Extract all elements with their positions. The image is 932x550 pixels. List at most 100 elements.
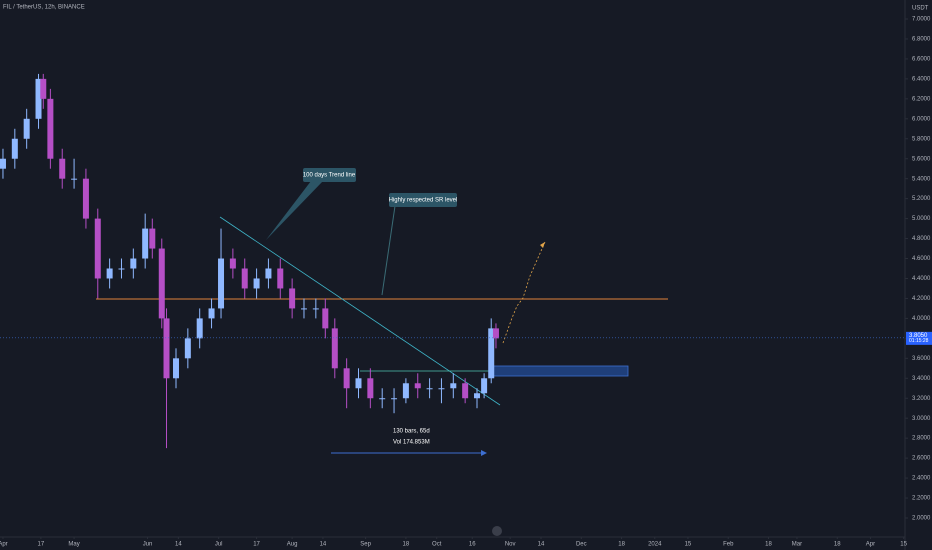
candle-body <box>184 338 191 359</box>
x-tick-label: 18 <box>618 542 625 548</box>
projection-arrowhead <box>540 242 545 248</box>
x-tick-label: Jun <box>143 542 153 548</box>
x-tick-label: Nov <box>505 542 516 548</box>
y-tick-label: 6.2000 <box>912 96 931 102</box>
callout-box <box>389 193 457 207</box>
x-tick-label: 14 <box>538 542 545 548</box>
target-zone <box>492 365 629 377</box>
candle-body <box>367 378 374 399</box>
x-tick-label: 17 <box>253 542 260 548</box>
candle-body <box>450 383 457 389</box>
y-tick-label: 3.0000 <box>912 416 931 422</box>
candle-body <box>312 308 319 310</box>
x-tick-label: Oct <box>432 542 442 548</box>
candle-body <box>322 308 329 329</box>
candle-body <box>391 398 398 400</box>
annotation: 100 days Trend line <box>303 173 356 179</box>
y-tick-label: 4.2000 <box>912 296 931 302</box>
candle-body <box>130 258 137 269</box>
candle-body <box>331 328 338 369</box>
x-tick-label: Feb <box>723 542 734 548</box>
y-tick-label: 6.6000 <box>912 56 931 62</box>
candle-body <box>426 388 433 390</box>
x-tick-label: 18 <box>765 542 772 548</box>
y-tick-label: 2.4000 <box>912 476 931 482</box>
candle-body <box>142 228 149 259</box>
countdown-label: 01:15:28 <box>909 338 929 344</box>
candle-body <box>474 393 481 399</box>
measure-box <box>387 425 437 448</box>
y-tick-label: 3.6000 <box>912 356 931 362</box>
y-tick-label: 4.0000 <box>912 316 931 322</box>
x-tick-label: Jul <box>215 542 223 548</box>
candle-body <box>229 258 236 269</box>
candle-body <box>438 388 445 390</box>
last-price-tag <box>906 331 932 345</box>
y-tick-label: 2.8000 <box>912 436 931 442</box>
y-tick-label: 5.6000 <box>912 156 931 162</box>
y-tick-label: 4.4000 <box>912 276 931 282</box>
candle-body <box>82 178 89 219</box>
candle-body <box>163 318 170 379</box>
y-tick-label: 3.2000 <box>912 396 931 402</box>
x-tick-label: Aug <box>287 542 298 548</box>
last-price-label: 3.8050 <box>909 333 928 339</box>
projection-path <box>502 241 546 344</box>
x-tick-label: May <box>68 542 79 548</box>
x-tick-label: Apr <box>0 542 8 548</box>
y-tick-label: 4.6000 <box>912 256 931 262</box>
candle-body <box>379 398 386 400</box>
y-tick-label: 7.0000 <box>912 17 931 23</box>
candle-body <box>289 288 296 309</box>
measure-arrowhead <box>481 450 487 456</box>
candle-body <box>492 328 499 339</box>
candle-body <box>277 268 284 289</box>
annotation: Highly respected SR level <box>389 198 458 204</box>
x-tick-label: 18 <box>834 542 841 548</box>
candle-body <box>481 378 488 394</box>
annotation: Vol 174.853M <box>393 440 430 446</box>
callout-pointer <box>381 205 396 296</box>
x-tick-label: 18 <box>403 542 410 548</box>
x-tick-label: 14 <box>175 542 182 548</box>
y-tick-label: 5.2000 <box>912 196 931 202</box>
candle-body <box>343 368 350 389</box>
y-tick-label: 6.0000 <box>912 116 931 122</box>
y-tick-label: 5.8000 <box>912 136 931 142</box>
candle-body <box>300 308 307 310</box>
candle-body <box>71 178 78 180</box>
x-tick-label: 15 <box>685 542 692 548</box>
currency-label: USDT <box>912 6 929 12</box>
y-tick-label: 2.6000 <box>912 456 931 462</box>
candle-body <box>23 118 30 139</box>
candle-body <box>94 218 101 279</box>
x-tick-label: 17 <box>38 542 45 548</box>
x-tick-label: Sep <box>360 542 371 548</box>
candle-body <box>0 158 6 169</box>
candle-body <box>59 158 66 179</box>
candle-body <box>196 318 203 339</box>
y-tick-label: 4.8000 <box>912 236 931 242</box>
candle-body <box>414 383 421 389</box>
candle-body <box>35 78 42 119</box>
candle-body <box>355 378 362 389</box>
x-tick-label: Mar <box>792 542 802 548</box>
y-tick-label: 5.0000 <box>912 216 931 222</box>
candle-body <box>402 383 409 399</box>
y-tick-label: 6.8000 <box>912 37 931 43</box>
candle-body <box>158 248 165 319</box>
candle-body <box>253 278 260 289</box>
x-tick-label: 2024 <box>648 542 662 548</box>
candle-body <box>118 268 125 270</box>
x-tick-label: 15 <box>900 542 907 548</box>
candle-body <box>106 268 113 279</box>
annotation: 130 bars, 65d <box>393 429 430 435</box>
logo <box>492 526 502 536</box>
y-tick-label: 3.4000 <box>912 376 931 382</box>
candle-body <box>149 228 156 249</box>
callout-box <box>303 168 356 182</box>
candle-body <box>47 98 54 159</box>
x-tick-label: 16 <box>469 542 476 548</box>
candle-body <box>172 358 179 379</box>
